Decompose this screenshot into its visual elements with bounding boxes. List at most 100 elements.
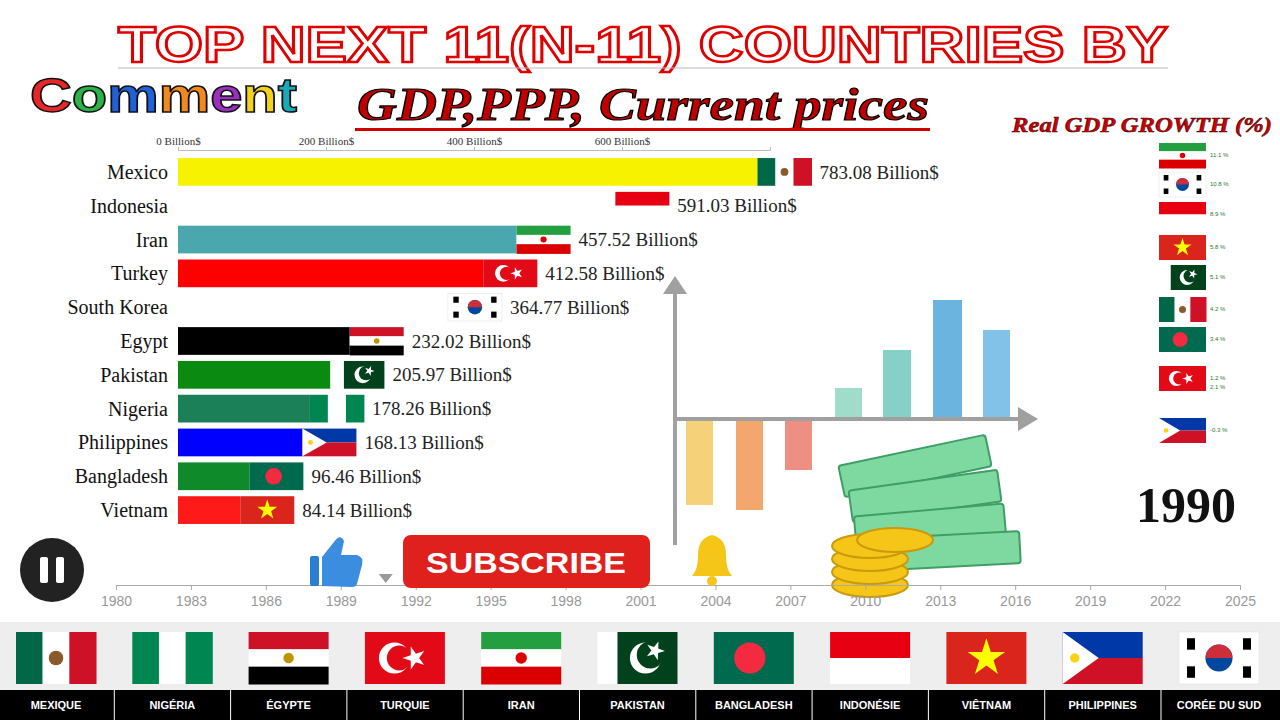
like-part[interactable] (322, 537, 362, 587)
flag-part (308, 440, 313, 445)
tick: 2004 (700, 585, 731, 609)
strip-label: ÉGYPTE (266, 699, 311, 711)
subscribe-label[interactable]: SUBSCRIBE (426, 546, 626, 579)
flag (483, 259, 537, 287)
flag-part (483, 259, 537, 287)
value-label: 178.26 Billion$ (372, 398, 491, 419)
flag-part (1159, 143, 1206, 151)
growth-label: -0.3 % (1210, 427, 1228, 433)
flag-part (1164, 428, 1169, 433)
subtitle-rule (355, 128, 930, 131)
category-label: Turkey (111, 262, 168, 285)
strip-separator (928, 690, 929, 720)
illustration-bar (686, 420, 713, 505)
tick: 1980 (101, 585, 132, 609)
tick-label: 2001 (625, 593, 656, 609)
strip-separator (695, 690, 696, 720)
flag-part (946, 632, 1026, 684)
year-label: 1990 (1136, 477, 1236, 533)
flag-part (69, 632, 96, 684)
flag-part (1159, 215, 1206, 228)
flag-part (1063, 632, 1099, 684)
strip-separator (114, 690, 115, 720)
flag-part (328, 395, 346, 423)
tick-label: 1989 (326, 593, 357, 609)
growth-label: 8.9 % (1210, 211, 1226, 217)
like-part[interactable] (310, 556, 319, 586)
strip-separator (463, 690, 464, 720)
flag-part (363, 364, 376, 376)
flag-part (448, 293, 502, 321)
flag (1159, 202, 1206, 227)
tick-label: 600 Billion$ (595, 135, 651, 147)
tick: 2013 (925, 585, 956, 609)
tick: 1995 (476, 585, 507, 609)
tick-label: 2019 (1075, 593, 1106, 609)
pause-button[interactable] (20, 538, 84, 602)
flag-part (1159, 418, 1180, 443)
tick: 2016 (1000, 585, 1031, 609)
category-label: Indonesia (90, 195, 168, 217)
flag-part (481, 632, 561, 649)
flag (16, 632, 97, 684)
tick: 2001 (625, 585, 656, 609)
tick: 0 Billion$ (156, 135, 201, 150)
bell-part[interactable] (707, 576, 717, 586)
tick-mark (1240, 585, 1241, 590)
bar (178, 259, 483, 287)
tick-label: 1983 (176, 593, 207, 609)
flag-part (1159, 202, 1206, 215)
growth-label: 10.8 % (1210, 181, 1229, 187)
tick-label: 1986 (251, 593, 282, 609)
tick-mark (474, 147, 475, 150)
flag-part (1205, 644, 1232, 671)
flag-part (16, 632, 43, 684)
flag-part (1173, 332, 1188, 347)
flag-part (249, 462, 303, 490)
pause-bar[interactable] (40, 557, 48, 583)
background (0, 0, 1280, 720)
illustration-bar (883, 350, 911, 418)
strip-separator (812, 690, 813, 720)
subscribe-background[interactable] (403, 535, 650, 588)
flag-part (615, 192, 669, 206)
strip-label: BANGLADESH (715, 699, 793, 711)
pause-bar[interactable] (56, 557, 64, 583)
value-label: 96.46 Billion$ (311, 466, 421, 487)
tick-mark (178, 147, 179, 150)
tick-label: 0 Billion$ (156, 135, 201, 147)
tick-mark (326, 147, 327, 150)
illustration-bar (785, 420, 812, 470)
comment-label: Comment (30, 69, 297, 122)
comment-letter: o (72, 69, 107, 122)
tick: 600 Billion$ (595, 135, 651, 150)
pause-circle[interactable] (20, 538, 84, 602)
flag-strip-caption-band (0, 690, 1280, 720)
strip-separator (1161, 690, 1162, 720)
tick-label: 2004 (700, 593, 731, 609)
flag (481, 632, 561, 685)
flag (517, 226, 571, 254)
flag-part (1190, 297, 1206, 322)
bell-icon[interactable] (692, 535, 732, 586)
tick-mark (622, 147, 623, 150)
like-icon[interactable] (310, 537, 362, 587)
flag-part (515, 652, 526, 663)
tick-label: 1995 (476, 593, 507, 609)
tick: 2019 (1075, 585, 1106, 609)
flag-strip-background (0, 622, 1280, 690)
category-label: South Korea (67, 296, 168, 318)
flag (448, 293, 502, 321)
bell-part[interactable] (692, 535, 732, 576)
bar (178, 192, 615, 220)
illustration-axis (675, 417, 1022, 421)
flag-part (265, 468, 282, 485)
illustration-bar (736, 420, 763, 510)
subscribe-button[interactable]: SUBSCRIBE (403, 535, 650, 588)
flag (615, 192, 669, 220)
flag (1159, 366, 1206, 391)
tick-mark (1015, 585, 1016, 590)
flag-part (1197, 175, 1202, 181)
flag-part (400, 643, 428, 671)
flag-part (541, 236, 547, 242)
